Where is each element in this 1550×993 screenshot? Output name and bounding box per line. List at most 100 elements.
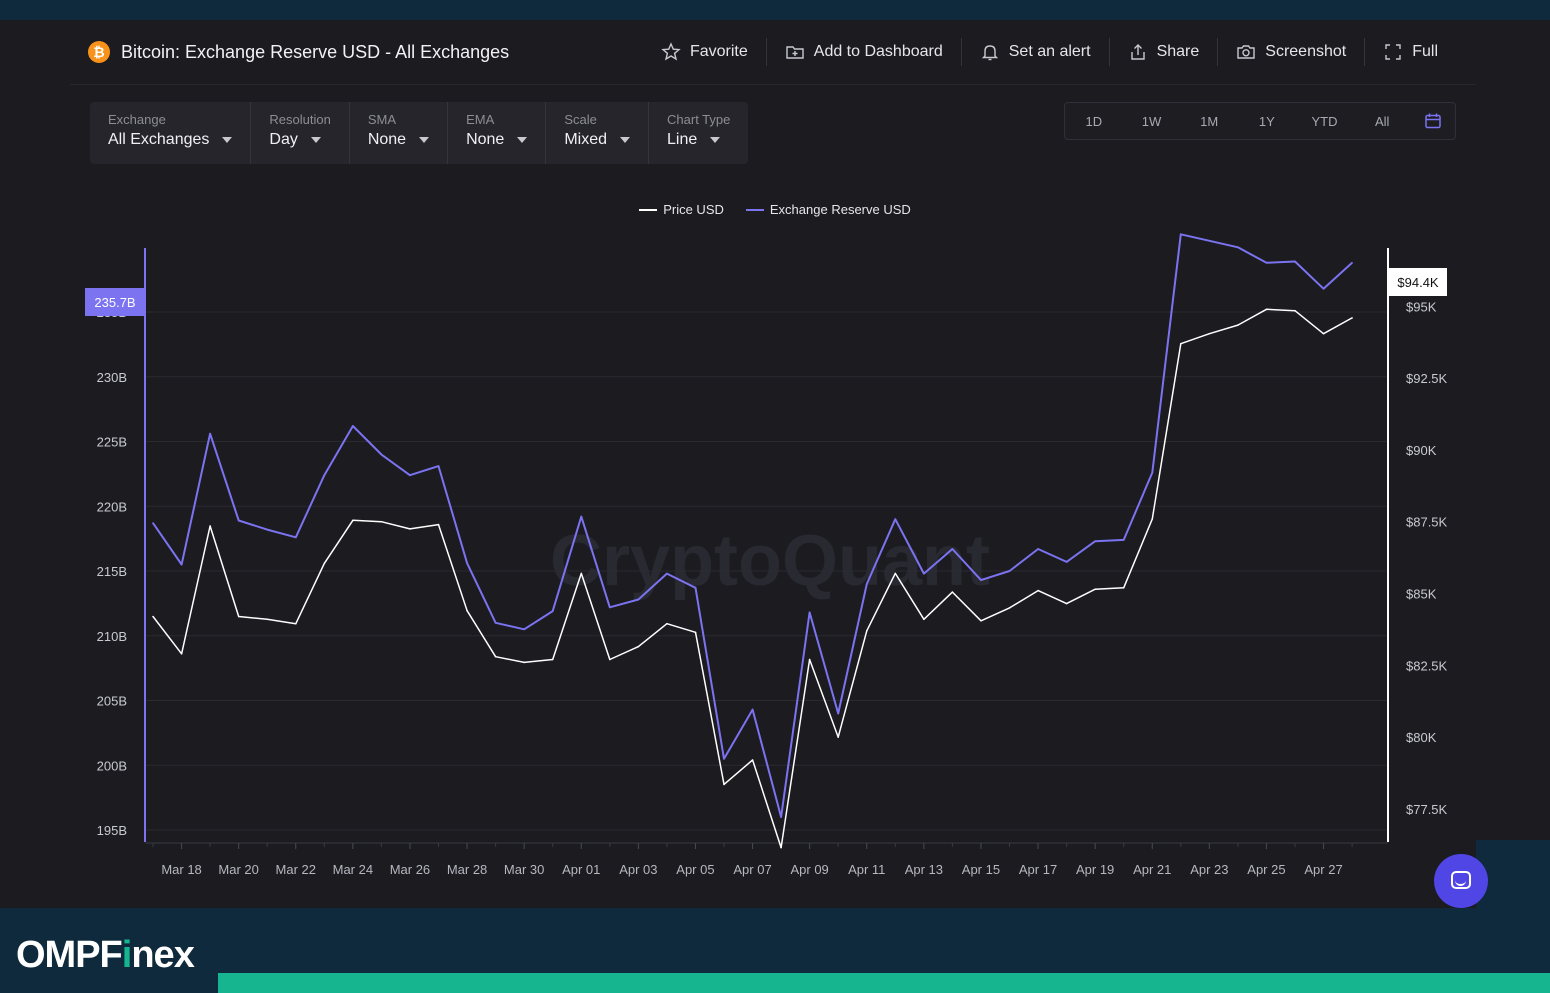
exchange-reserve-point: [409, 474, 411, 477]
resolution-select[interactable]: Resolution Day: [250, 102, 348, 164]
share-label: Share: [1156, 43, 1200, 60]
favorite-button[interactable]: Favorite: [643, 38, 766, 66]
sma-select-label: SMA: [367, 112, 396, 127]
caret-down-icon: [620, 137, 631, 143]
price-point: [866, 630, 868, 632]
price-point: [523, 661, 525, 664]
chat-button[interactable]: [1434, 854, 1488, 908]
set-alert-button[interactable]: Set an alert: [960, 38, 1109, 66]
range-1w-button[interactable]: 1W: [1141, 113, 1162, 129]
range-1d-button[interactable]: 1D: [1085, 113, 1103, 129]
x-axis-tick-label: Apr 25: [1247, 862, 1285, 877]
x-axis-tick-label: Apr 03: [619, 862, 657, 877]
x-axis-tick-label: Mar 22: [276, 862, 316, 877]
price-point: [1237, 324, 1239, 326]
scale-select-value: Mixed: [564, 131, 608, 148]
exchange-reserve-point: [1180, 233, 1182, 236]
exchange-reserve-point: [1351, 262, 1353, 264]
time-range-selector: 1D 1W 1M 1Y YTD All: [1064, 102, 1456, 140]
screenshot-label: Screenshot: [1265, 43, 1347, 60]
action-toolbar: Favorite Add to Dashboard Set an alert S…: [643, 36, 1456, 68]
price-point: [551, 658, 554, 661]
price-point: [180, 653, 183, 655]
exchange-reserve-point: [1208, 240, 1211, 242]
legend-label-price: Price USD: [663, 202, 724, 217]
range-all-button[interactable]: All: [1374, 113, 1390, 129]
brand-logo: OMPFinex: [16, 934, 195, 977]
exchange-reserve-point: [923, 572, 925, 575]
range-1m-button[interactable]: 1M: [1200, 113, 1219, 129]
x-axis-tick-label: Apr 23: [1190, 862, 1228, 877]
chart-series: [152, 233, 1353, 849]
price-point: [580, 572, 583, 575]
x-axis-tick-label: Mar 26: [390, 862, 430, 877]
price-point: [1180, 342, 1182, 345]
x-axis-tick-label: Apr 15: [962, 862, 1000, 877]
exchange-reserve-point: [1037, 548, 1039, 550]
x-axis: Mar 18 Mar 20 Mar 22 Mar 24 Mar 26 Mar 28 Mar …: [145, 842, 1388, 877]
left-axis-tick-label: 215B: [97, 564, 127, 579]
set-alert-label: Set an alert: [1008, 43, 1091, 60]
legend-swatch-price: [639, 208, 658, 211]
fullscreen-button[interactable]: Full: [1364, 38, 1456, 66]
price-point: [1208, 332, 1211, 335]
chat-smile-icon: [1455, 880, 1466, 886]
exchange-reserve-point: [209, 432, 211, 435]
exchange-reserve-point: [466, 562, 468, 564]
exchange-reserve-point: [380, 453, 383, 456]
x-axis-tick-label: Mar 30: [504, 862, 544, 877]
share-button[interactable]: Share: [1108, 38, 1218, 66]
fullscreen-label: Full: [1412, 43, 1438, 60]
price-point: [352, 519, 354, 522]
panel-right-margin: [1476, 20, 1550, 840]
chart-type-select[interactable]: Chart Type Line: [648, 102, 748, 164]
screenshot-button[interactable]: Screenshot: [1217, 38, 1364, 66]
caret-down-icon: [517, 137, 528, 143]
price-point: [266, 618, 269, 621]
right-y-axis: $77.5K $80K $82.5K $85K $87.5K $90K $92.5K $95K: [1387, 248, 1448, 842]
legend-label-reserve: Exchange Reserve USD: [769, 202, 911, 217]
price-point: [1065, 602, 1068, 605]
x-axis-tick-label: Apr 13: [905, 862, 943, 877]
exchange-reserve-point: [1322, 287, 1325, 290]
exchange-reserve-point: [1008, 570, 1011, 572]
top-band: [0, 0, 1550, 20]
range-ytd-button[interactable]: YTD: [1311, 113, 1338, 129]
brand-name-prefix: OMPF: [16, 934, 123, 976]
price-point: [1094, 588, 1096, 590]
right-axis-tick-label: $92.5K: [1406, 371, 1448, 386]
sma-select-value: None: [367, 131, 407, 148]
price-point: [637, 645, 640, 648]
add-to-dashboard-button[interactable]: Add to Dashboard: [765, 38, 961, 66]
price-point: [1322, 332, 1325, 335]
legend-item-price[interactable]: Price USD: [639, 202, 724, 217]
scale-select-label: Scale: [564, 112, 597, 127]
price-point: [1351, 317, 1353, 319]
range-1y-button[interactable]: 1Y: [1258, 113, 1275, 129]
exchange-reserve-point: [1122, 539, 1125, 541]
left-axis-tick-label: 195B: [97, 823, 127, 838]
exchange-reserve-point: [980, 579, 982, 581]
chart-type-select-label: Chart Type: [667, 112, 731, 127]
scale-select[interactable]: Scale Mixed: [545, 102, 648, 164]
price-point: [694, 631, 697, 634]
bitcoin-icon: ₿: [88, 41, 110, 63]
chart-panel: [0, 20, 1550, 908]
ema-select[interactable]: EMA None: [447, 102, 545, 164]
sma-select[interactable]: SMA None: [348, 102, 447, 164]
price-point: [209, 525, 211, 527]
grid-lines: [145, 311, 1388, 831]
exchange-reserve-point: [1094, 540, 1096, 542]
exchange-select[interactable]: Exchange All Exchanges: [90, 102, 250, 164]
x-axis-tick-label: Mar 24: [333, 862, 373, 877]
date-picker-button[interactable]: [1411, 112, 1455, 130]
legend-item-reserve[interactable]: Exchange Reserve USD: [745, 202, 911, 217]
resolution-select-label: Resolution: [269, 112, 331, 127]
exchange-reserve-point: [1065, 561, 1068, 563]
right-axis-tick-label: $82.5K: [1406, 658, 1448, 673]
chart-watermark: CryptoQuant: [550, 521, 990, 601]
exchange-reserve-point: [637, 598, 640, 601]
x-axis-tick-label: Mar 28: [447, 862, 487, 877]
price-point: [237, 615, 240, 618]
